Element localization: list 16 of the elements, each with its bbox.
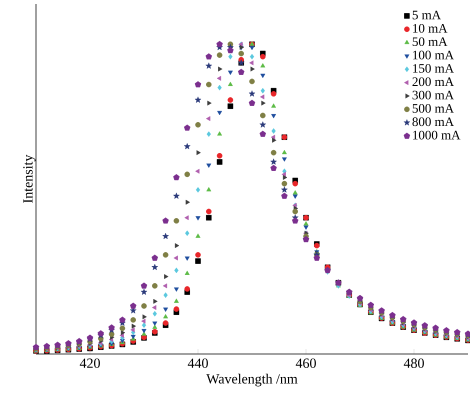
legend-label: 10 mA [413,24,448,33]
legend-label: 300 mA [412,90,454,100]
x-axis-title: Wavelength /nm [206,374,298,386]
y-axis-title: Intensity [23,154,36,203]
legend-label: 5 mA [412,10,441,20]
legend-label: 200 mA [412,77,454,86]
x-tick-label: 480 [404,358,424,368]
x-tick-label: 460 [296,358,316,368]
legend-label: 150 mA [413,64,454,73]
legend-label: 1000 mA [413,130,460,140]
legend-label: 500 mA [412,104,454,113]
x-tick-label: 440 [188,358,208,368]
x-tick-label: 420 [80,358,100,368]
legend-label: 50 mA [412,37,448,46]
legend-label: 100 mA [413,50,454,60]
legend-label: 800 mA [412,117,454,126]
